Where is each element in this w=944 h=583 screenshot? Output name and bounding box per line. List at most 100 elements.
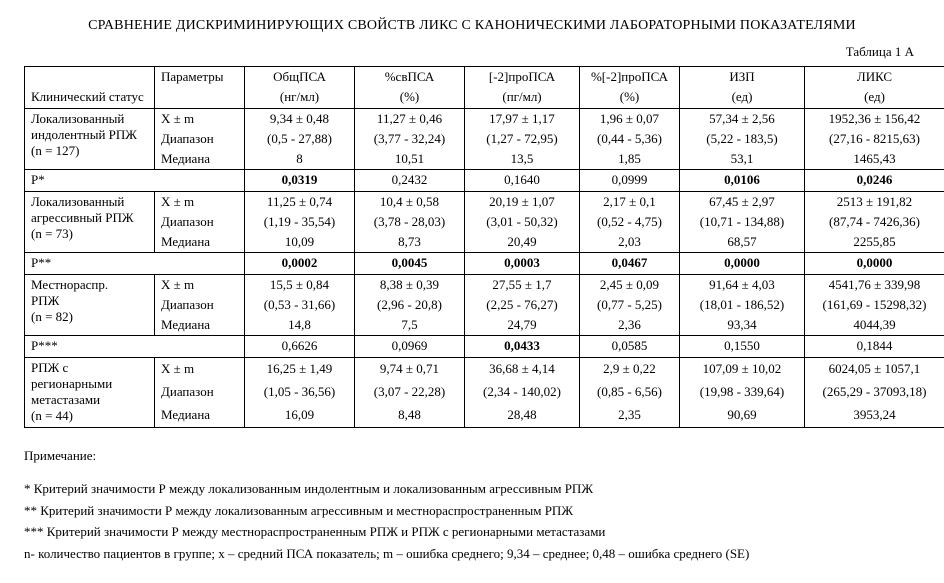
value-cell: 13,5 [465, 149, 580, 170]
param-cell: X ± m [155, 108, 245, 129]
p-value-cell: 0,0585 [580, 336, 680, 357]
table-row: Медиана10,098,7320,492,0368,572255,85 [25, 232, 944, 253]
value-cell: 11,27 ± 0,46 [355, 108, 465, 129]
value-cell: 8,38 ± 0,39 [355, 274, 465, 295]
value-cell: (5,22 - 183,5) [680, 129, 805, 149]
table-row: РПЖ с регионарнымиметастазами(n = 44)X ±… [25, 357, 944, 381]
value-cell: 3953,24 [805, 403, 944, 427]
value-cell: 53,1 [680, 149, 805, 170]
p-value-cell: 0,0002 [245, 253, 355, 274]
col-c4: %[-2]проПСА [580, 67, 680, 88]
p-value-cell: 0,1550 [680, 336, 805, 357]
value-cell: 7,5 [355, 315, 465, 336]
value-cell: 10,51 [355, 149, 465, 170]
p-label-cell: P*** [25, 336, 245, 357]
status-line: (n = 82) [31, 309, 148, 325]
table-row: Диапазон(1,05 - 36,56)(3,07 - 22,28)(2,3… [25, 381, 944, 404]
notes-heading: Примечание: [24, 446, 920, 466]
value-cell: 2,03 [580, 232, 680, 253]
value-cell: 20,49 [465, 232, 580, 253]
p-value-cell: 0,0000 [805, 253, 944, 274]
param-cell: Диапазон [155, 212, 245, 232]
param-cell: X ± m [155, 357, 245, 381]
value-cell: (0,44 - 5,36) [580, 129, 680, 149]
note-4: n- количество пациентов в группе; x – ср… [24, 544, 920, 564]
col-c5u: (ед) [680, 87, 805, 108]
value-cell: 1,96 ± 0,07 [580, 108, 680, 129]
table-row: Диапазон(1,19 - 35,54)(3,78 - 28,03)(3,0… [25, 212, 944, 232]
value-cell: 14,8 [245, 315, 355, 336]
status-line: (n = 73) [31, 226, 148, 242]
page-title: СРАВНЕНИЕ ДИСКРИМИНИРУЮЩИХ СВОЙСТВ ЛИКС … [24, 18, 920, 34]
value-cell: 6024,05 ± 1057,1 [805, 357, 944, 381]
p-value-cell: 0,0106 [680, 170, 805, 191]
status-line: Локализованный [31, 111, 148, 127]
p-value-cell: 0,0319 [245, 170, 355, 191]
value-cell: 2,9 ± 0,22 [580, 357, 680, 381]
note-2: ** Критерий значимости Р между локализов… [24, 501, 920, 521]
value-cell: (1,05 - 36,56) [245, 381, 355, 404]
col-c1: ОбщПСА [245, 67, 355, 88]
p-value-cell: 0,0433 [465, 336, 580, 357]
col-param: Параметры [155, 67, 245, 109]
value-cell: (1,19 - 35,54) [245, 212, 355, 232]
p-value-cell: 0,1640 [465, 170, 580, 191]
p-value-cell: 0,0003 [465, 253, 580, 274]
value-cell: 8 [245, 149, 355, 170]
col-c3u: (пг/мл) [465, 87, 580, 108]
value-cell: 8,48 [355, 403, 465, 427]
status-line: РПЖ [31, 293, 148, 309]
value-cell: 2,35 [580, 403, 680, 427]
col-c5: ИЗП [680, 67, 805, 88]
param-cell: X ± m [155, 274, 245, 295]
value-cell: 2,17 ± 0,1 [580, 191, 680, 212]
value-cell: 91,64 ± 4,03 [680, 274, 805, 295]
value-cell: 57,34 ± 2,56 [680, 108, 805, 129]
table-row: Медиана16,098,4828,482,3590,693953,24 [25, 403, 944, 427]
param-cell: Медиана [155, 403, 245, 427]
value-cell: 10,4 ± 0,58 [355, 191, 465, 212]
value-cell: 8,73 [355, 232, 465, 253]
status-line: метастазами [31, 392, 148, 408]
value-cell: 4541,76 ± 339,98 [805, 274, 944, 295]
p-value-cell: 0,0000 [680, 253, 805, 274]
value-cell: 11,25 ± 0,74 [245, 191, 355, 212]
col-c6: ЛИКС [805, 67, 944, 88]
status-cell: Локализованныйиндолентный РПЖ(n = 127) [25, 108, 155, 170]
status-line: (n = 44) [31, 408, 148, 424]
col-c6u: (ед) [805, 87, 944, 108]
status-line: индолентный РПЖ [31, 127, 148, 143]
status-line: Местнораспр. [31, 277, 148, 293]
value-cell: (0,5 - 27,88) [245, 129, 355, 149]
col-status: Клинический статус [25, 67, 155, 109]
value-cell: 16,09 [245, 403, 355, 427]
col-c2u: (%) [355, 87, 465, 108]
status-cell: Местнораспр.РПЖ(n = 82) [25, 274, 155, 336]
value-cell: (3,77 - 32,24) [355, 129, 465, 149]
value-cell: 2,36 [580, 315, 680, 336]
p-value-cell: 0,6626 [245, 336, 355, 357]
note-1: * Критерий значимости Р между локализова… [24, 479, 920, 499]
value-cell: 67,45 ± 2,97 [680, 191, 805, 212]
value-cell: (3,01 - 50,32) [465, 212, 580, 232]
param-cell: X ± m [155, 191, 245, 212]
p-value-cell: 0,0969 [355, 336, 465, 357]
value-cell: 1,85 [580, 149, 680, 170]
table-row: Медиана14,87,524,792,3693,344044,39 [25, 315, 944, 336]
comparison-table: Клинический статус Параметры ОбщПСА %свП… [24, 66, 944, 428]
value-cell: 27,55 ± 1,7 [465, 274, 580, 295]
table-row: Местнораспр.РПЖ(n = 82)X ± m15,5 ± 0,848… [25, 274, 944, 295]
value-cell: (0,77 - 5,25) [580, 295, 680, 315]
p-value-cell: 0,0045 [355, 253, 465, 274]
status-line: Локализованный [31, 194, 148, 210]
value-cell: (265,29 - 37093,18) [805, 381, 944, 404]
value-cell: (0,53 - 31,66) [245, 295, 355, 315]
value-cell: (0,85 - 6,56) [580, 381, 680, 404]
status-line: агрессивный РПЖ [31, 210, 148, 226]
value-cell: 28,48 [465, 403, 580, 427]
value-cell: 9,34 ± 0,48 [245, 108, 355, 129]
header-row: Клинический статус Параметры ОбщПСА %свП… [25, 67, 944, 88]
table-number: Таблица 1 А [24, 44, 914, 60]
p-value-cell: 0,0467 [580, 253, 680, 274]
value-cell: (10,71 - 134,88) [680, 212, 805, 232]
